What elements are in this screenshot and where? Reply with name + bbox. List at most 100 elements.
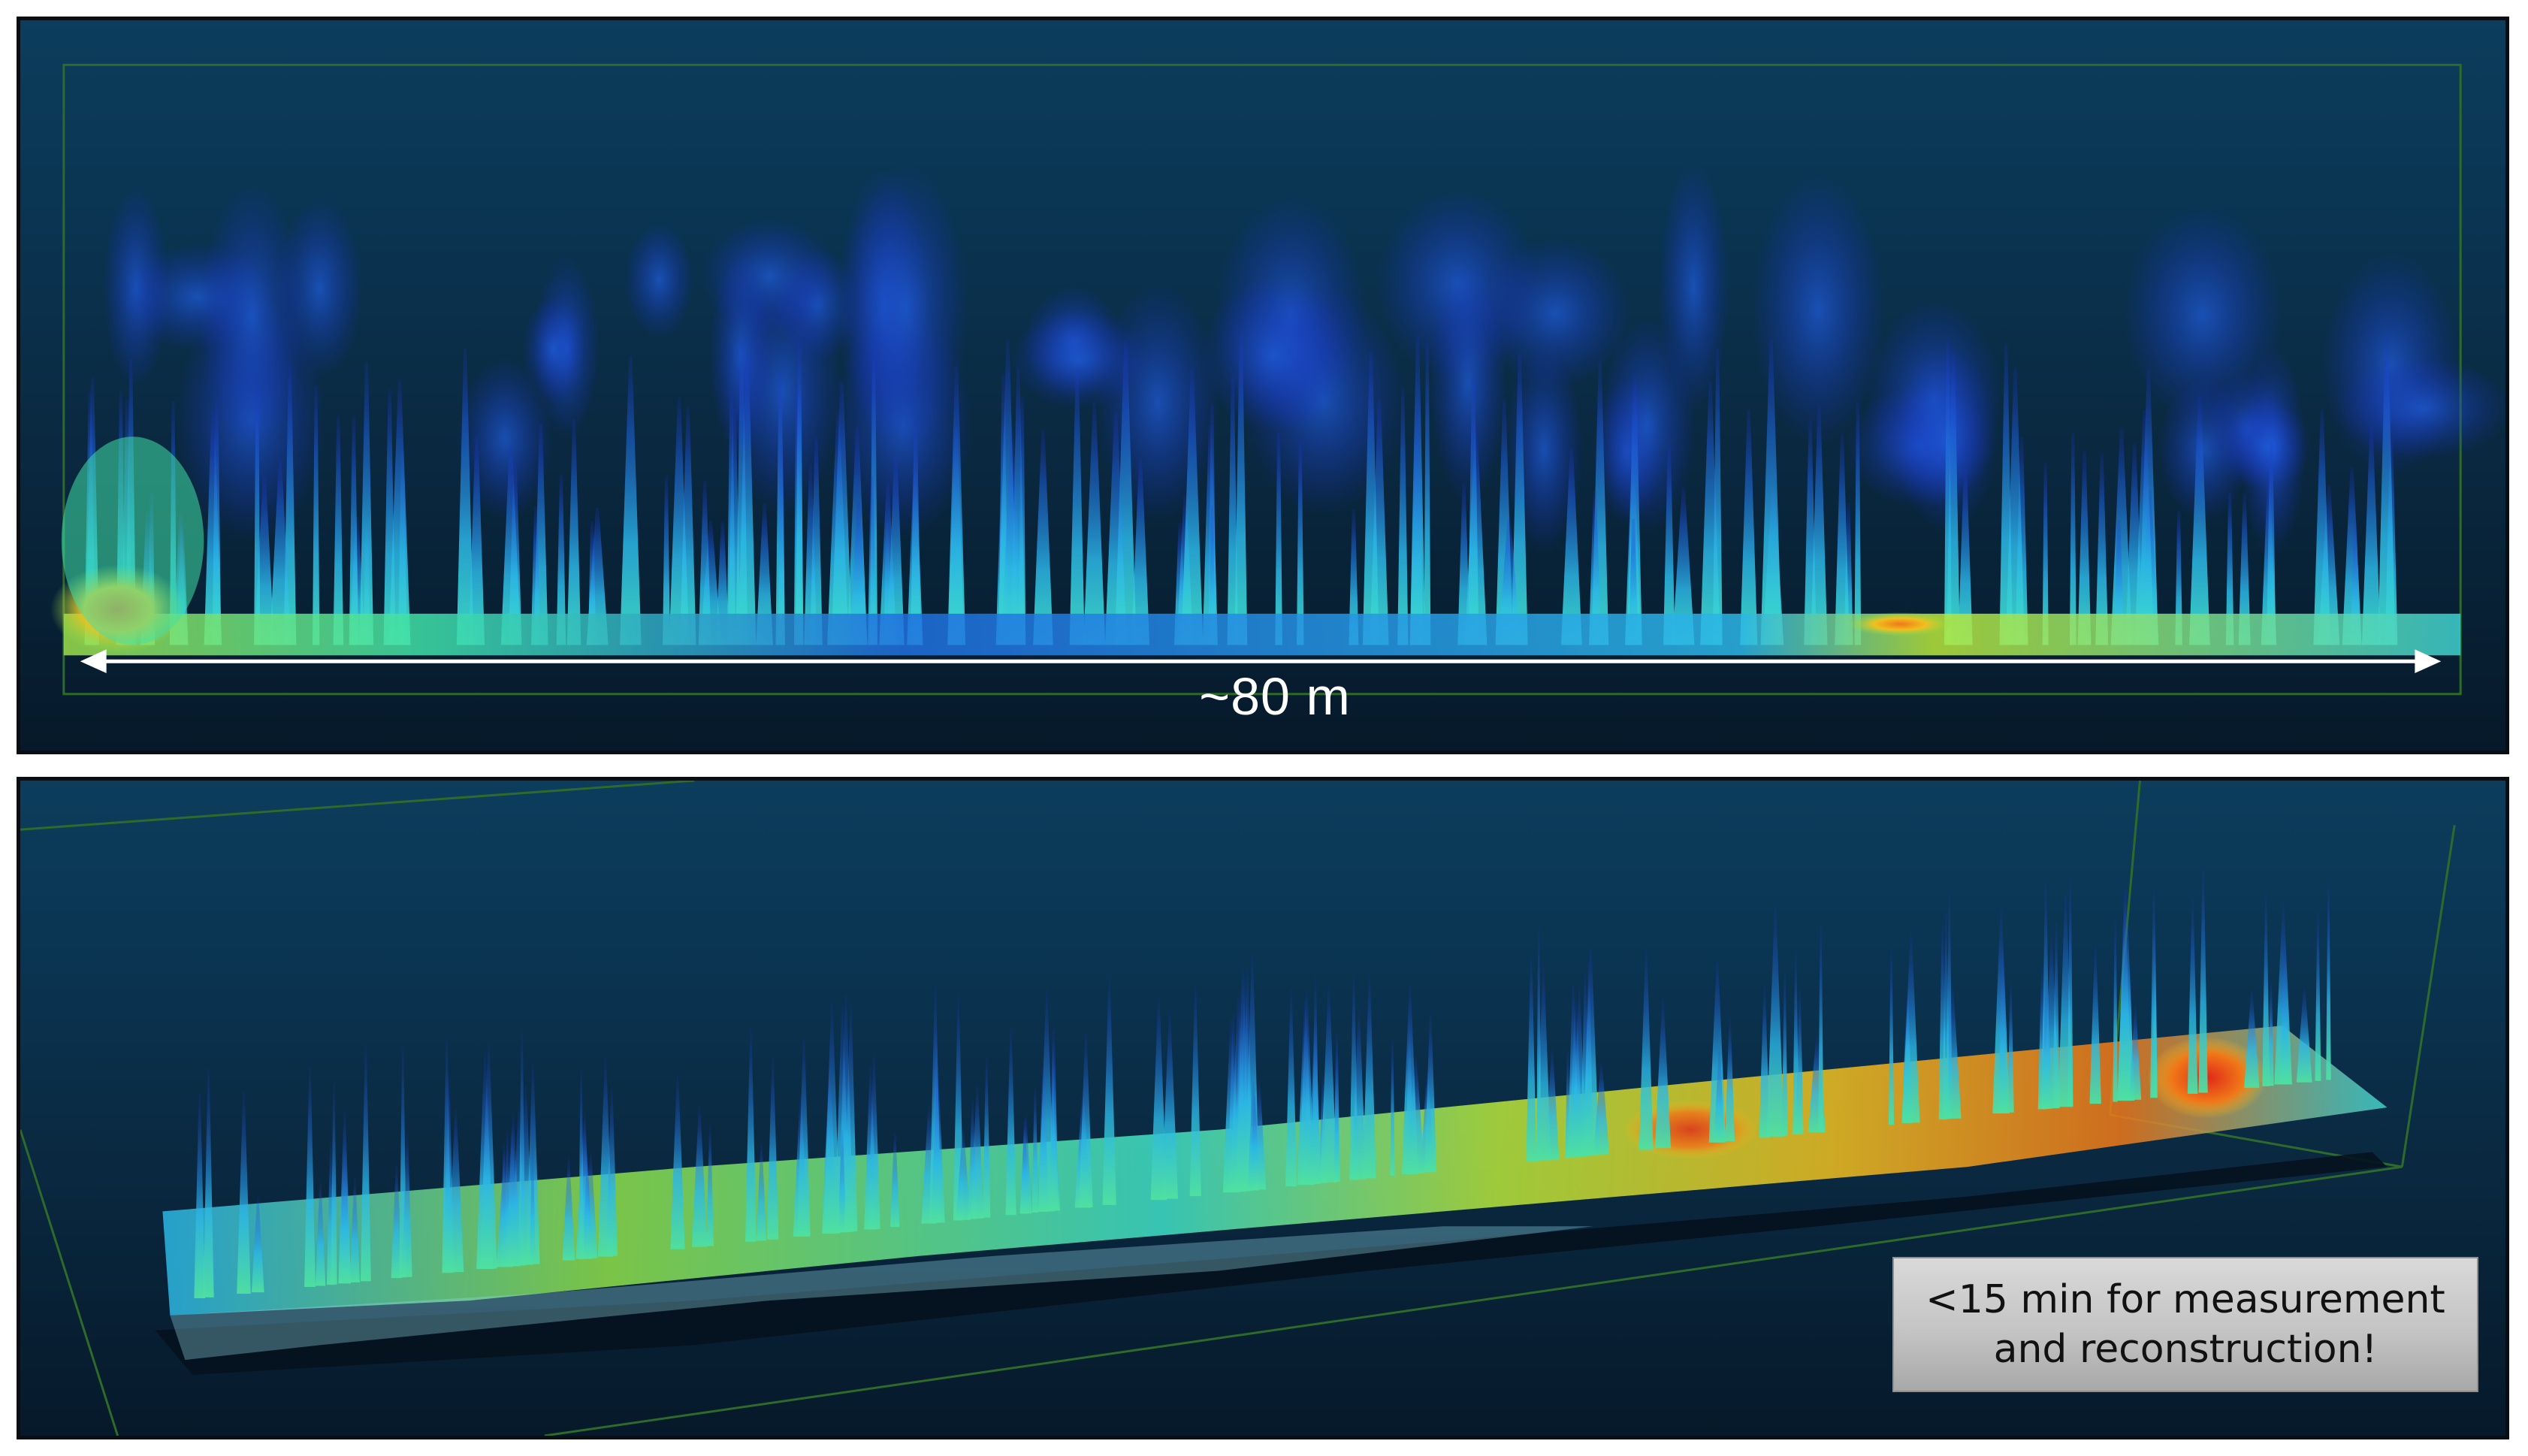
tree-trunk-3d [1102,976,1116,1205]
tree-trunk-3d [562,1157,575,1261]
tree-trunk [1588,491,1601,645]
tree-trunk [1297,441,1304,645]
tree-trunk [1234,333,1248,645]
tree-trunk [1208,505,1216,645]
tree-trunk-3d [2117,886,2135,1101]
tree-trunk-3d [1390,1039,1395,1177]
tree-trunk [850,501,868,645]
tree-trunk [2134,409,2155,645]
tree-trunk-3d [868,1056,880,1229]
tree-trunk-3d [706,1125,714,1246]
tree-trunk-3d [2244,990,2260,1088]
tree-trunk-3d [1031,1086,1039,1213]
tree-trunk [1410,406,1424,645]
scale-arrow [80,649,2442,674]
tree-trunk [530,506,541,645]
tree-trunk-3d [889,1132,900,1228]
tree-trunk [1999,343,2013,645]
tree-trunk [1397,387,1409,645]
tree-canopy [844,164,969,452]
tree-trunk [868,476,876,645]
tree-trunk [388,379,411,645]
tree-trunk [947,366,966,645]
tree-trunk [796,338,804,645]
annotation-box: <15 min for measurement and reconstructi… [1892,1257,2478,1392]
tree-trunk-3d [1759,985,1770,1138]
tree-trunk-3d [1252,1080,1267,1190]
tree-trunk [1854,402,1862,645]
tree-trunk-3d [1725,1018,1735,1142]
tree-trunk-3d [402,1131,412,1277]
tree-trunk-3d [2089,945,2101,1104]
tree-canopy [2158,377,2251,522]
hotspot-right [1847,612,1953,636]
tree-trunk-3d [1150,996,1167,1201]
tree-trunk-3d [1363,976,1376,1179]
tree-trunk [2313,409,2331,645]
tree-trunk [2189,397,2210,645]
tree-trunk-3d [1766,905,1784,1137]
tree-trunk [1083,403,1106,645]
tree-trunk-3d [2279,948,2290,1085]
tree-trunk-3d [606,1087,618,1256]
tree-trunk [2225,491,2234,645]
tree-trunk [804,466,817,645]
tree-trunk [254,385,261,645]
tree-trunk [726,391,736,645]
tree-trunk-3d [2067,878,2073,1107]
tree-trunk [1663,445,1675,645]
tree-trunk-3d [838,1129,847,1233]
tree-trunk-3d [691,1105,708,1247]
tree-trunk [468,436,485,645]
tree-trunk-3d [971,1086,984,1219]
tree-trunk-3d [480,1041,497,1269]
tree-canopy [456,357,554,521]
point-cloud-canvas-perspective [20,781,2456,1436]
tree-trunk-3d [1005,1027,1016,1216]
canopy-layer [103,162,2505,557]
tree-trunk [1104,411,1127,645]
tree-trunk-3d [1352,1008,1367,1180]
tree-trunk [2069,433,2076,645]
tree-trunk [1944,341,1952,645]
tree-trunk-3d [1889,948,1895,1125]
tree-trunk-3d [1584,961,1593,1156]
tree-trunk-3d [1901,934,1920,1123]
tree-trunk-3d [251,1195,264,1293]
tree-trunk-3d [583,1152,592,1259]
tree-trunk [1672,487,1695,645]
tree-canopy [625,222,693,338]
tree-trunk-3d [349,1177,360,1282]
tree-trunk [1835,433,1850,645]
tree-trunk-3d [2262,893,2270,1086]
tree-trunk [2267,443,2276,645]
tree-trunk-3d [2315,912,2321,1081]
tree-trunk [698,481,711,645]
tree-trunks-layer-3d [194,865,2331,1299]
tree-trunk [663,476,670,645]
tree-trunk [2042,462,2049,645]
tree-trunk-3d [2007,981,2014,1113]
tree-trunk [1181,369,1204,645]
tree-trunk-3d [1818,923,1824,1132]
tree-trunk [1740,410,1758,645]
point-cloud-canvas-side [50,63,2505,696]
tree-trunk [2077,451,2092,645]
vegetation-band [162,1026,2388,1316]
tree-trunk [1131,458,1150,645]
tree-trunk-3d [1401,984,1418,1174]
tree-trunk-3d [1593,1062,1610,1155]
tree-trunk-3d [823,1002,841,1234]
ground-surface [170,1226,1593,1361]
tree-trunk [313,386,320,645]
tree-trunk-3d [2326,880,2331,1080]
tree-trunk-3d [983,1056,991,1218]
tree-trunk-3d [797,1036,811,1237]
tree-trunk-3d [1796,989,1804,1134]
ground-layer [63,613,2461,656]
tree-canopy [1011,310,1146,409]
tree-trunk-3d [530,1146,536,1264]
tree-trunk-3d [443,1077,455,1273]
tree-trunk-3d [1526,955,1537,1162]
tree-trunk [1467,374,1479,645]
